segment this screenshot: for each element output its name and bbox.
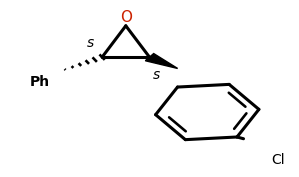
Text: s: s (87, 36, 94, 50)
Text: s: s (153, 68, 161, 82)
Text: Cl: Cl (271, 153, 285, 167)
Polygon shape (145, 54, 178, 68)
Text: Ph: Ph (30, 75, 50, 88)
Text: O: O (120, 10, 132, 25)
